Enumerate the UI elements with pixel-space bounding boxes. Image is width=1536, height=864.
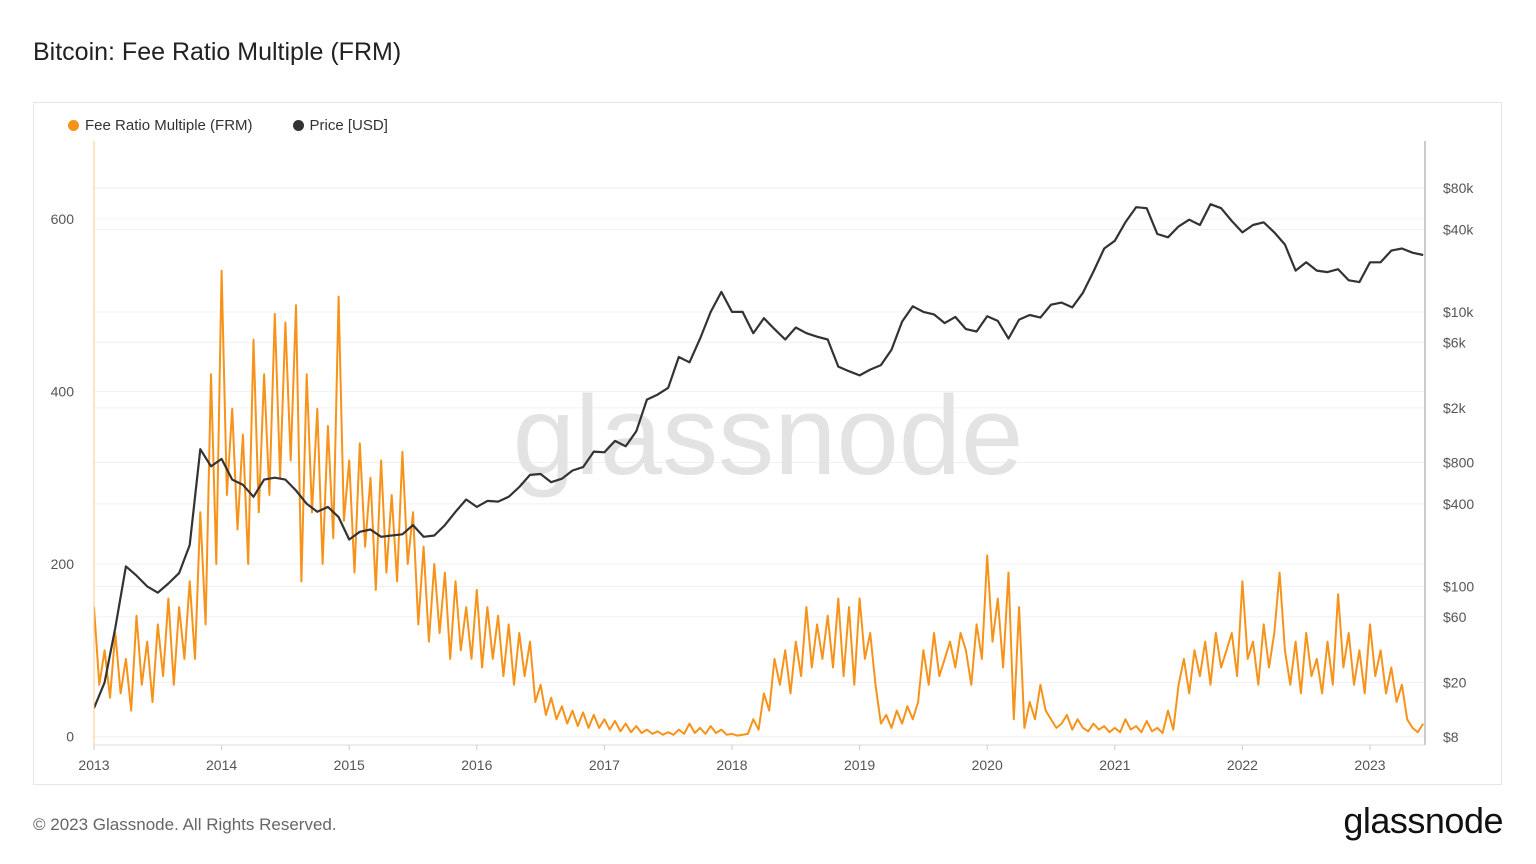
- right-tick-label: $2k: [1443, 400, 1467, 416]
- legend-dot-black-icon: [292, 120, 304, 131]
- right-tick-label: $10k: [1443, 304, 1474, 320]
- watermark: glassnode: [513, 373, 1024, 498]
- frm-series-line: [94, 269, 1425, 737]
- x-tick-label: 2016: [461, 757, 492, 773]
- right-tick-label: $80k: [1443, 180, 1474, 196]
- chart-legend: Fee Ratio Multiple (FRM) Price [USD]: [68, 117, 388, 134]
- legend-label-frm: Fee Ratio Multiple (FRM): [85, 117, 253, 134]
- right-tick-label: $400: [1443, 496, 1474, 512]
- x-tick-label: 2021: [1099, 757, 1130, 773]
- x-tick-label: 2015: [334, 757, 365, 773]
- x-tick-label: 2019: [844, 757, 875, 773]
- chart-panel: [33, 102, 1502, 785]
- left-tick-label: 600: [51, 211, 75, 227]
- left-tick-label: 0: [66, 729, 74, 745]
- x-tick-label: 2017: [589, 757, 620, 773]
- series-group: [94, 203, 1425, 737]
- right-tick-label: $40k: [1443, 221, 1474, 237]
- x-tick-label: 2014: [206, 757, 237, 773]
- gridlines: [94, 187, 1425, 738]
- right-tick-label: $60: [1443, 609, 1467, 625]
- price-series-line: [94, 203, 1424, 709]
- right-tick-label: $20: [1443, 674, 1467, 690]
- x-tick-label: 2020: [972, 757, 1003, 773]
- right-tick-label: $6k: [1443, 334, 1467, 350]
- right-tick-label: $800: [1443, 455, 1474, 471]
- legend-label-price: Price [USD]: [309, 117, 388, 134]
- x-tick-label: 2022: [1227, 757, 1258, 773]
- left-tick-label: 400: [51, 384, 75, 400]
- legend-item-price[interactable]: Price [USD]: [292, 117, 388, 134]
- left-tick-label: 200: [51, 556, 75, 572]
- right-tick-label: $8: [1443, 729, 1459, 745]
- x-tick-label: 2013: [78, 757, 109, 773]
- x-tick-label: 2023: [1354, 757, 1385, 773]
- x-tick-label: 2018: [716, 757, 747, 773]
- legend-item-frm[interactable]: Fee Ratio Multiple (FRM): [68, 117, 253, 134]
- page-title: Bitcoin: Fee Ratio Multiple (FRM): [33, 38, 402, 66]
- tick-labels: $8$20$60$100$400$800$2k$6k$10k$40k$80k02…: [51, 180, 1475, 773]
- right-tick-label: $100: [1443, 578, 1474, 594]
- glassnode-logo[interactable]: glassnode: [1343, 800, 1503, 841]
- copyright: © 2023 Glassnode. All Rights Reserved.: [33, 815, 337, 834]
- legend-dot-orange-icon: [68, 120, 79, 131]
